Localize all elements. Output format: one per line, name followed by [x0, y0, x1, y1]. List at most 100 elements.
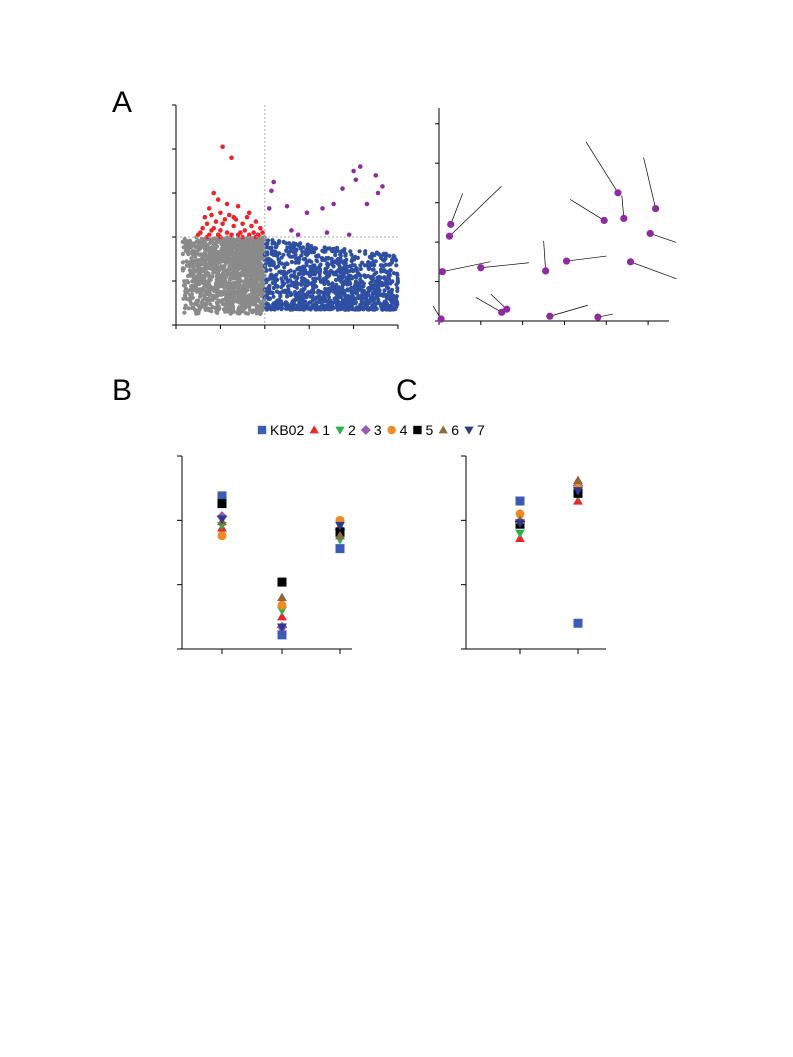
blue-point	[294, 285, 299, 290]
red-point	[240, 234, 245, 240]
leader-line	[480, 262, 529, 269]
gray-point	[195, 308, 200, 313]
blue-point	[378, 280, 383, 286]
blue-point	[370, 276, 376, 281]
red-point	[218, 210, 223, 216]
purple-point	[304, 210, 310, 216]
blue-point	[317, 274, 322, 279]
gray-point	[233, 280, 238, 285]
gray-point	[246, 247, 252, 252]
blue-point	[335, 261, 340, 266]
gray-point	[214, 263, 219, 268]
gray-point	[209, 259, 214, 264]
red-point	[246, 232, 252, 238]
blue-point	[333, 277, 339, 283]
blue-point	[350, 269, 356, 274]
blue-point	[379, 255, 384, 261]
gray-point	[223, 250, 228, 255]
red-point	[202, 214, 208, 220]
red-point	[253, 219, 259, 224]
blue-point	[302, 295, 308, 300]
blue-point	[269, 306, 274, 311]
gray-point	[204, 254, 209, 259]
blue-point	[353, 296, 359, 301]
blue-point	[384, 269, 389, 274]
gray-point	[196, 270, 201, 275]
gray-point	[180, 251, 185, 257]
blue-point	[368, 306, 373, 311]
data-point	[542, 267, 550, 275]
blue-point	[384, 293, 389, 298]
blue-point	[270, 238, 275, 243]
blue-point	[389, 287, 395, 292]
gray-point	[241, 259, 247, 264]
blue-point	[345, 287, 350, 292]
data-point	[515, 529, 525, 539]
blue-point	[353, 307, 358, 312]
gray-point	[214, 245, 219, 250]
gray-point	[209, 237, 214, 242]
gray-point	[215, 310, 220, 315]
blue-point	[287, 241, 292, 246]
data-point	[515, 509, 525, 519]
blue-point	[284, 306, 289, 311]
gray-point	[183, 303, 188, 308]
blue-point	[390, 300, 395, 305]
gray-point	[233, 298, 238, 303]
blue-point	[350, 290, 355, 295]
blue-point	[299, 288, 304, 293]
blue-point	[300, 249, 305, 254]
blue-point	[300, 281, 305, 286]
blue-point	[267, 286, 272, 291]
data-point	[573, 487, 583, 496]
purple-point	[266, 206, 272, 211]
blue-point	[353, 283, 358, 288]
blue-point	[350, 294, 355, 299]
gray-point	[215, 288, 220, 293]
blue-point	[293, 241, 298, 246]
gray-point	[251, 249, 256, 254]
blue-point	[359, 284, 364, 289]
blue-point	[363, 249, 368, 254]
gray-point	[231, 243, 236, 248]
legend-marker	[387, 425, 396, 435]
blue-point	[293, 281, 298, 286]
blue-point	[366, 286, 371, 291]
gray-point	[259, 255, 264, 260]
blue-point	[305, 291, 310, 296]
legend-label: 5	[425, 422, 433, 438]
red-point	[211, 225, 217, 231]
data-point	[217, 531, 227, 541]
blue-point	[330, 259, 335, 264]
blue-point	[315, 290, 320, 295]
data-point	[335, 530, 345, 540]
data-point	[600, 216, 608, 225]
purple-point	[380, 184, 385, 189]
blue-point	[336, 305, 341, 310]
blue-point	[394, 258, 399, 263]
purple-point	[324, 230, 330, 235]
blue-point	[384, 253, 389, 258]
blue-point	[271, 252, 276, 257]
gray-point	[189, 241, 194, 246]
gray-point	[196, 238, 201, 243]
leader-line	[566, 255, 607, 262]
blue-point	[324, 267, 329, 272]
blue-point	[276, 257, 281, 262]
gray-point	[230, 276, 235, 281]
blue-point	[394, 294, 399, 299]
data-point	[335, 544, 345, 554]
gray-point	[225, 253, 230, 258]
blue-point	[318, 279, 324, 284]
gray-point	[228, 281, 233, 286]
data-point	[515, 496, 525, 506]
purple-point	[364, 201, 370, 207]
blue-point	[333, 250, 338, 255]
gray-point	[243, 311, 248, 316]
gray-point	[195, 276, 200, 281]
blue-point	[273, 249, 278, 254]
gray-point	[186, 306, 191, 311]
blue-point	[316, 306, 321, 311]
gray-point	[220, 271, 226, 276]
blue-point	[366, 301, 371, 306]
